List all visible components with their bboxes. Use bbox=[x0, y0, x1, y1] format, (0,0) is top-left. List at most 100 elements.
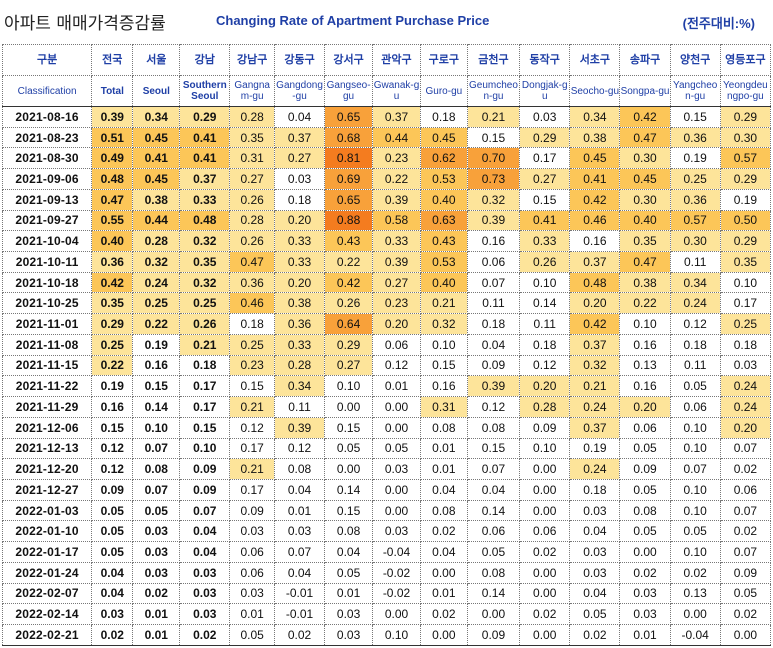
value-cell-southern-seoul: 0.07 bbox=[179, 499, 231, 522]
value-cell-songpa-gu: 0.20 bbox=[619, 396, 671, 418]
value-cell-gangdong-gu: 0.04 bbox=[273, 561, 326, 584]
table-row: 2021-11-29 0.16 0.14 0.17 0.21 0.11 0.00 0.00 0.… bbox=[1, 396, 772, 418]
value-cell-guro-gu: 0.53 bbox=[419, 168, 468, 190]
row-date: 2022-02-14 bbox=[1, 603, 93, 625]
value-cell-yeongdeungpo-gu: 0.20 bbox=[719, 416, 772, 439]
value-cell-geumcheon-gu: 0.15 bbox=[466, 126, 521, 149]
header-dongjak-gu-en: Dongjak-gu bbox=[519, 75, 571, 107]
value-cell-songpa-gu: 0.38 bbox=[619, 271, 671, 294]
value-cell-southern-seoul: 0.03 bbox=[179, 582, 231, 605]
value-cell-dongjak-gu: 0.17 bbox=[519, 147, 571, 170]
value-cell-dongjak-gu: 0.02 bbox=[519, 603, 571, 625]
value-cell-dongjak-gu: 0.00 bbox=[519, 561, 571, 584]
price-change-table: 구분 전국 서울 강남 강남구 강동구 강서구 관악구 구로구 금천구 동작구 서초구 송파구 양천구 영등… bbox=[1, 44, 772, 647]
value-cell-yangcheon-gu: -0.04 bbox=[669, 623, 721, 647]
value-cell-geumcheon-gu: 0.39 bbox=[466, 209, 521, 232]
value-cell-geumcheon-gu: 0.07 bbox=[466, 271, 521, 294]
value-cell-seoul: 0.32 bbox=[132, 251, 181, 273]
value-cell-gangdong-gu: 0.33 bbox=[273, 333, 326, 356]
header-yeongdeungpo-gu-en: Yeongdeungpo-gu bbox=[719, 75, 772, 107]
value-cell-yeongdeungpo-gu: 0.17 bbox=[719, 292, 772, 315]
value-cell-southern-seoul: 0.29 bbox=[179, 106, 231, 128]
value-cell-guro-gu: 0.32 bbox=[419, 313, 468, 335]
table-row: 2022-01-24 0.04 0.03 0.03 0.06 0.04 0.05 -0.02 0… bbox=[1, 561, 772, 584]
value-cell-guro-gu: 0.01 bbox=[419, 437, 468, 460]
value-cell-gwanak-gu: 0.33 bbox=[372, 230, 421, 253]
value-cell-southern-seoul: 0.32 bbox=[179, 230, 231, 253]
value-cell-total: 0.16 bbox=[91, 396, 134, 418]
value-cell-seoul: 0.03 bbox=[132, 561, 181, 584]
value-cell-geumcheon-gu: 0.32 bbox=[466, 188, 521, 211]
value-cell-gangseo-gu: 0.03 bbox=[324, 603, 374, 625]
header-songpa-gu-ko: 송파구 bbox=[619, 44, 671, 76]
value-cell-yangcheon-gu: 0.10 bbox=[669, 478, 721, 501]
value-cell-seocho-gu: 0.37 bbox=[569, 333, 621, 356]
row-date: 2021-08-30 bbox=[1, 147, 93, 170]
value-cell-songpa-gu: 0.09 bbox=[619, 458, 671, 480]
header-seoul-en: Seoul bbox=[132, 75, 181, 107]
value-cell-guro-gu: 0.21 bbox=[419, 292, 468, 315]
value-cell-southern-seoul: 0.04 bbox=[179, 520, 231, 543]
value-cell-gwanak-gu: 0.00 bbox=[372, 396, 421, 418]
table-row: 2022-01-03 0.05 0.05 0.07 0.09 0.01 0.15 0.00 0.… bbox=[1, 499, 772, 522]
header-gangdong-gu-en: Gangdong-gu bbox=[273, 75, 326, 107]
value-cell-songpa-gu: 0.02 bbox=[619, 561, 671, 584]
value-cell-dongjak-gu: 0.15 bbox=[519, 188, 571, 211]
value-cell-yeongdeungpo-gu: 0.24 bbox=[719, 396, 772, 418]
value-cell-gwanak-gu: 0.23 bbox=[372, 292, 421, 315]
header-classification-en: Classification bbox=[1, 75, 93, 107]
value-cell-yeongdeungpo-gu: 0.29 bbox=[719, 230, 772, 253]
value-cell-yangcheon-gu: 0.36 bbox=[669, 188, 721, 211]
value-cell-yangcheon-gu: 0.19 bbox=[669, 147, 721, 170]
value-cell-seoul: 0.07 bbox=[132, 478, 181, 501]
value-cell-guro-gu: 0.00 bbox=[419, 623, 468, 647]
value-cell-gangnam-gu: 0.06 bbox=[229, 541, 275, 563]
value-cell-seocho-gu: 0.03 bbox=[569, 561, 621, 584]
value-cell-songpa-gu: 0.05 bbox=[619, 520, 671, 543]
value-cell-songpa-gu: 0.05 bbox=[619, 478, 671, 501]
title-english: Changing Rate of Apartment Purchase Pric… bbox=[216, 13, 490, 28]
value-cell-seoul: 0.10 bbox=[132, 416, 181, 439]
header-seocho-gu-ko: 서초구 bbox=[569, 44, 621, 76]
unit-label: (전주대비:%) bbox=[682, 16, 755, 31]
value-cell-yangcheon-gu: 0.36 bbox=[669, 126, 721, 149]
row-date: 2021-10-18 bbox=[1, 271, 93, 294]
value-cell-gangnam-gu: 0.21 bbox=[229, 458, 275, 480]
value-cell-gangseo-gu: 0.68 bbox=[324, 126, 374, 149]
value-cell-gangseo-gu: 0.27 bbox=[324, 354, 374, 377]
value-cell-yangcheon-gu: 0.10 bbox=[669, 541, 721, 563]
value-cell-yeongdeungpo-gu: 0.35 bbox=[719, 251, 772, 273]
value-cell-seoul: 0.24 bbox=[132, 271, 181, 294]
value-cell-yeongdeungpo-gu: 0.29 bbox=[719, 168, 772, 190]
header-bar: 아파트 매매가격증감률 Changing Rate of Apartment P… bbox=[0, 0, 773, 44]
value-cell-songpa-gu: 0.16 bbox=[619, 333, 671, 356]
value-cell-yeongdeungpo-gu: 0.02 bbox=[719, 458, 772, 480]
value-cell-seoul: 0.05 bbox=[132, 499, 181, 522]
value-cell-geumcheon-gu: 0.12 bbox=[466, 396, 521, 418]
value-cell-gangnam-gu: 0.23 bbox=[229, 354, 275, 377]
value-cell-southern-seoul: 0.03 bbox=[179, 603, 231, 625]
value-cell-gangseo-gu: 0.81 bbox=[324, 147, 374, 170]
value-cell-gangdong-gu: 0.20 bbox=[273, 271, 326, 294]
value-cell-seoul: 0.08 bbox=[132, 458, 181, 480]
value-cell-seoul: 0.01 bbox=[132, 603, 181, 625]
value-cell-total: 0.49 bbox=[91, 147, 134, 170]
value-cell-gangseo-gu: 0.01 bbox=[324, 582, 374, 605]
value-cell-dongjak-gu: 0.28 bbox=[519, 396, 571, 418]
value-cell-yangcheon-gu: 0.11 bbox=[669, 354, 721, 377]
value-cell-seoul: 0.45 bbox=[132, 126, 181, 149]
value-cell-gangseo-gu: 0.88 bbox=[324, 209, 374, 232]
value-cell-seocho-gu: 0.24 bbox=[569, 396, 621, 418]
value-cell-seoul: 0.15 bbox=[132, 375, 181, 398]
value-cell-total: 0.22 bbox=[91, 354, 134, 377]
value-cell-total: 0.05 bbox=[91, 520, 134, 543]
header-gangseo-gu-en: Gangseo-gu bbox=[324, 75, 374, 107]
value-cell-total: 0.48 bbox=[91, 168, 134, 190]
value-cell-total: 0.35 bbox=[91, 292, 134, 315]
value-cell-dongjak-gu: 0.10 bbox=[519, 271, 571, 294]
value-cell-seocho-gu: 0.42 bbox=[569, 188, 621, 211]
value-cell-yangcheon-gu: 0.25 bbox=[669, 168, 721, 190]
value-cell-seoul: 0.07 bbox=[132, 437, 181, 460]
value-cell-guro-gu: 0.02 bbox=[419, 520, 468, 543]
